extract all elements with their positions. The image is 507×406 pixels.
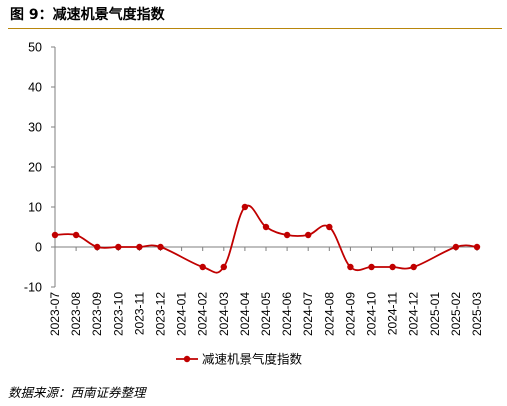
series-line	[54, 204, 478, 274]
x-tick-label: 2025-01	[428, 292, 442, 336]
data-point	[452, 243, 460, 251]
x-tick-label: 2025-03	[470, 292, 484, 336]
data-point	[199, 263, 206, 271]
y-tick-label: 30	[28, 121, 42, 135]
x-tick-label: 2024-05	[259, 292, 273, 336]
data-point	[305, 231, 312, 239]
x-tick-label: 2024-06	[280, 292, 294, 336]
data-point	[51, 231, 59, 239]
x-tick-label: 2024-12	[407, 292, 421, 336]
x-tick-label: 2024-03	[217, 292, 231, 336]
x-tick-label: 2024-04	[238, 292, 252, 336]
legend-label: 减速机景气度指数	[202, 352, 303, 367]
data-point	[326, 223, 333, 231]
legend-marker	[183, 355, 191, 363]
x-tick-label: 2023-07	[48, 292, 62, 336]
y-tick-label: 20	[28, 161, 42, 175]
x-tick-label: 2024-07	[301, 292, 315, 336]
data-point	[115, 243, 122, 251]
x-tick-label: 2023-10	[111, 292, 125, 336]
y-tick-label: -10	[24, 281, 42, 295]
data-point	[410, 263, 417, 271]
x-tick-label: 2024-08	[322, 292, 336, 336]
data-point	[347, 263, 354, 271]
y-tick-label: 0	[35, 241, 42, 255]
x-tick-label: 2023-11	[132, 292, 146, 335]
x-tick-label: 2023-09	[90, 292, 104, 336]
y-tick-label: 40	[28, 81, 42, 95]
data-point	[157, 243, 164, 251]
y-tick-label: 50	[28, 41, 42, 55]
data-point	[283, 231, 291, 239]
title-divider	[8, 28, 502, 29]
data-point	[473, 243, 481, 251]
data-point	[241, 203, 249, 211]
x-tick-label: 2024-09	[343, 292, 357, 336]
line-chart: -10 0 10 20 30 40 50 2023-07 2023-08 2023-09 2023-…	[24, 41, 484, 367]
data-point	[262, 223, 270, 231]
series-layer	[51, 203, 481, 274]
data-point	[136, 243, 143, 251]
figure-title: 图 9：减速机景气度指数	[10, 7, 165, 23]
y-tick-label: 10	[28, 201, 42, 215]
data-point	[368, 263, 375, 271]
x-tick-label: 2023-08	[69, 292, 83, 336]
data-point	[94, 243, 101, 251]
chart-legend: 减速机景气度指数	[176, 352, 303, 367]
data-point	[220, 263, 227, 271]
data-point	[72, 231, 80, 239]
chart-axes: -10 0 10 20 30 40 50 2023-07 2023-08 2023-09 2023-…	[24, 41, 484, 337]
x-tick-label: 2024-01	[175, 292, 189, 336]
data-source-note: 数据来源：西南证券整理	[8, 385, 146, 400]
x-tick-label: 2024-02	[196, 292, 210, 336]
x-tick-label: 2025-02	[449, 292, 463, 336]
x-tick-label: 2024-11	[386, 292, 400, 335]
x-tick-label: 2023-12	[154, 292, 168, 336]
data-point	[389, 263, 396, 271]
x-tick-label: 2024-10	[365, 292, 379, 336]
